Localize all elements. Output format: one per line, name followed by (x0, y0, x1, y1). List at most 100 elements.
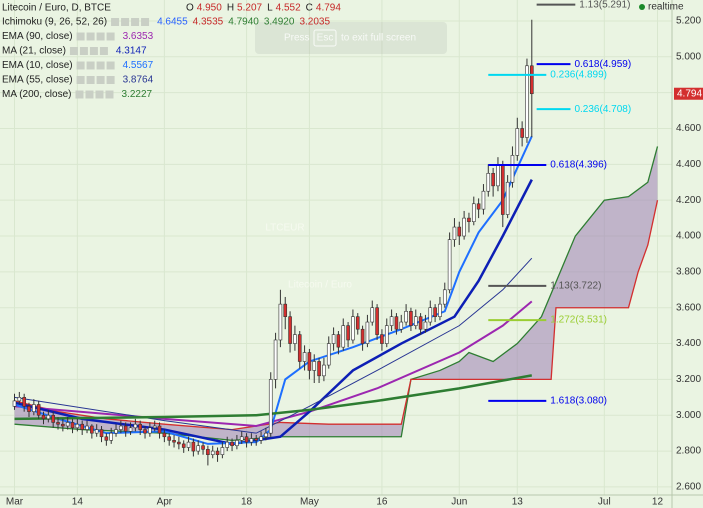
candle-body (500, 164, 505, 215)
legend-icon (105, 90, 114, 99)
candle-body (399, 321, 404, 330)
y-tick-label: 3.400 (676, 338, 701, 349)
candle-body (264, 432, 268, 438)
legend-icon (131, 18, 140, 26)
legend-icon (106, 32, 115, 41)
candle-body (297, 334, 302, 362)
candle-body (394, 316, 399, 330)
x-tick-label: Jun (451, 497, 467, 508)
candle-body (239, 436, 244, 441)
candle-body (85, 425, 89, 430)
price-tag-label: 4.794 (677, 88, 702, 99)
legend-icon (86, 61, 95, 70)
x-tick-label: 14 (72, 497, 84, 508)
fib-level-label: 0.236(4.708) (574, 104, 631, 115)
candle-body (375, 307, 379, 335)
legend-icon (86, 32, 95, 41)
ohlc-value: 5.207 (237, 3, 262, 14)
candle-body (293, 334, 297, 344)
price-tag (674, 87, 703, 100)
x-tick-label: May (300, 497, 319, 508)
candle-body (302, 352, 307, 362)
candle-body (12, 400, 17, 407)
indicator-name: EMA (90, close) (2, 31, 73, 42)
x-tick-label: 18 (241, 497, 253, 508)
indicator-name: MA (21, close) (2, 46, 66, 57)
legend-icon (141, 18, 150, 26)
candle-body (418, 316, 423, 330)
indicator-value: 3.2035 (299, 17, 330, 28)
candle-body (515, 128, 520, 156)
y-tick-label: 3.600 (676, 302, 701, 313)
indicator-value: 4.5567 (123, 60, 154, 71)
candle-body (322, 364, 326, 377)
candle-body (181, 443, 186, 448)
candle-body (389, 316, 394, 326)
candle-body (520, 128, 524, 138)
candle-body (452, 226, 457, 240)
y-tick-label: 2.800 (676, 446, 701, 457)
y-tick-label: 5.000 (676, 51, 701, 62)
candle-body (36, 404, 41, 416)
ohlc-value: 4.552 (276, 3, 301, 14)
x-tick-label: 16 (376, 497, 388, 508)
candle-body (471, 203, 476, 222)
candle-body (370, 307, 375, 323)
ohlc-value: 4.950 (197, 3, 222, 14)
ohlc-letter: C (306, 3, 313, 14)
legend-icon (111, 18, 120, 26)
candle-body (186, 441, 191, 448)
candle-body (201, 445, 205, 450)
legend-icon (75, 90, 84, 99)
ohlc-value: 4.794 (316, 3, 341, 14)
candle-body (268, 379, 273, 434)
candle-body (32, 404, 36, 412)
y-tick-label: 5.200 (676, 16, 701, 27)
candle-body (220, 447, 225, 455)
candle-body (467, 217, 471, 222)
cloud-fill (14, 146, 658, 441)
legend-icon (69, 47, 78, 55)
candle-body (365, 321, 370, 344)
candle-body (307, 352, 312, 371)
candle-body (496, 164, 500, 187)
candle-body (481, 190, 486, 210)
legend-icon (106, 76, 115, 84)
candle-body (119, 425, 123, 430)
candle-body (423, 321, 428, 330)
candle-body (404, 311, 408, 323)
legend-icon (95, 90, 104, 99)
indicator-value: 3.8764 (123, 75, 154, 86)
indicator-value: 3.4920 (264, 17, 295, 28)
candle-body (230, 441, 234, 447)
indicator-name: EMA (55, close) (2, 75, 73, 86)
status-label: realtime (648, 2, 684, 13)
candle-body (157, 425, 162, 434)
candle-body (65, 422, 70, 427)
overlay-key-text: Esc (317, 33, 334, 44)
legend-icon (76, 32, 85, 41)
fib-level-label: 0.618(4.396) (550, 160, 607, 171)
legend-icon (76, 76, 85, 84)
candle-body (283, 303, 288, 317)
y-tick-label: 4.000 (676, 231, 701, 242)
candle-body (244, 436, 249, 443)
candle-body (278, 303, 283, 341)
candle-body (114, 429, 118, 434)
candle-body (22, 397, 26, 407)
candle-body (235, 440, 239, 447)
candle-body (510, 155, 515, 183)
y-tick-label: 3.200 (676, 374, 701, 385)
indicator-line (14, 300, 533, 428)
y-tick-label: 4.400 (676, 159, 701, 170)
x-tick-label: Jul (598, 497, 611, 508)
indicator-value: 4.6455 (157, 17, 188, 28)
y-tick-label: 4.600 (676, 123, 701, 134)
candle-body (355, 316, 360, 330)
candle-body (206, 448, 210, 455)
legend-icon (106, 61, 115, 70)
candle-body (428, 307, 433, 323)
candle-body (486, 173, 491, 192)
candle-body (438, 303, 442, 317)
